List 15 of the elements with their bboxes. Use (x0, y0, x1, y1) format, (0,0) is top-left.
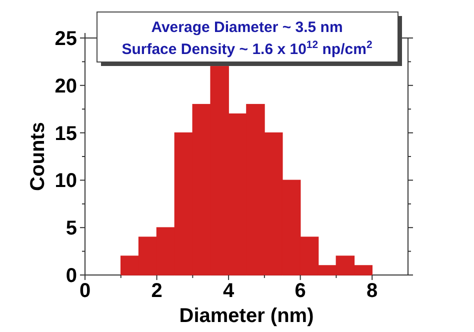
y-tick-label: 25 (54, 28, 77, 50)
y-tick-label: 10 (54, 170, 77, 192)
text: Average Diameter ~ 3.5 nm (151, 19, 343, 36)
x-tick-label: 2 (151, 280, 162, 302)
y-tick-label: 0 (66, 265, 77, 287)
x-tick-label: 0 (79, 280, 91, 302)
y-tick-label: 5 (66, 218, 77, 240)
x-tick-label: 4 (222, 280, 235, 302)
y-axis-title: Counts (27, 122, 49, 191)
x-axis-title: Diameter (nm) (179, 305, 314, 327)
x-tick-label: 6 (294, 280, 306, 302)
x-tick-label: 8 (366, 280, 378, 302)
annotation: Surface Density ~ 1.6 x 10$^{12}$ np/cm$^{2}$ (122, 39, 372, 58)
y-tick-label: 20 (54, 75, 77, 98)
y-tick-label: 15 (54, 122, 77, 145)
